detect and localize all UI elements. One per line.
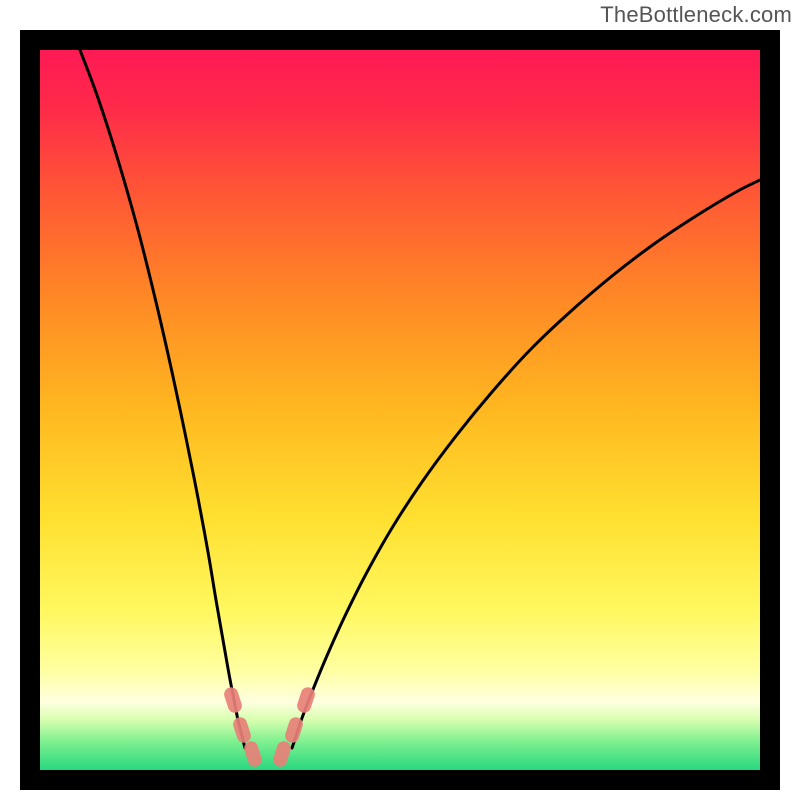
chart-container: TheBottleneck.com	[0, 0, 800, 800]
bottleneck-chart	[0, 0, 800, 800]
plot-background	[40, 50, 760, 770]
